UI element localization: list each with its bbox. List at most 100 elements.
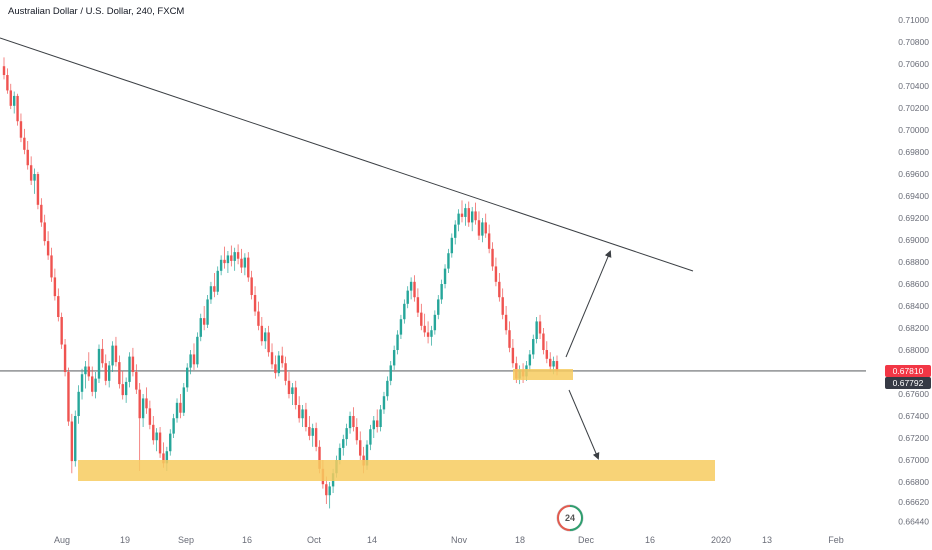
symbol-title[interactable]: Australian Dollar / U.S. Dollar, 240, FX… — [8, 6, 185, 17]
candle-body — [124, 381, 128, 396]
candle-body — [464, 208, 467, 217]
candle-body — [481, 222, 484, 236]
candle-body — [406, 290, 409, 304]
time-axis[interactable]: Aug 19 Sep 16 Oct 14 Nov 18 Dec 16 2020 13 Feb — [54, 535, 844, 545]
candle-body — [460, 213, 464, 217]
candle-body — [9, 90, 12, 106]
candle-body — [165, 451, 169, 464]
time-axis-label: Sep — [178, 535, 194, 545]
time-axis-label: Oct — [307, 535, 322, 545]
time-axis-label: Feb — [828, 535, 844, 545]
candle-body — [511, 347, 515, 364]
candle-body — [189, 354, 192, 368]
candle-body — [74, 416, 77, 462]
candle-body — [399, 319, 403, 335]
candle-body — [145, 398, 148, 409]
candle-body — [158, 432, 162, 454]
candle-body — [267, 332, 270, 353]
candle-body — [379, 409, 382, 428]
candle-body — [545, 350, 549, 359]
price-axis[interactable]: 0.71000 0.70800 0.70600 0.70400 0.70200 0.700… — [898, 15, 929, 527]
candle-body — [26, 149, 29, 166]
candle-body — [128, 356, 131, 382]
price-axis-label: 0.68000 — [898, 345, 929, 355]
descending-trendline[interactable] — [0, 37, 694, 272]
candle-body — [43, 222, 46, 242]
arrow-annotation-down[interactable] — [568, 389, 600, 460]
candle-body — [2, 66, 6, 76]
last-price-label: 0.67810 — [885, 365, 931, 377]
price-axis-label: 0.69400 — [898, 191, 929, 201]
candle-body — [433, 314, 437, 331]
candle-body — [328, 486, 331, 496]
time-axis-label: Aug — [54, 535, 70, 545]
candle-body — [528, 354, 532, 366]
candle-body — [470, 211, 474, 223]
price-axis-label: 0.70400 — [898, 81, 929, 91]
candle-body — [202, 318, 206, 325]
price-axis-label: 0.69000 — [898, 235, 929, 245]
price-axis-label: 0.70800 — [898, 37, 929, 47]
candle-body — [416, 297, 420, 313]
candle-body — [304, 409, 308, 428]
candle-body — [375, 420, 379, 428]
candle-body — [141, 398, 145, 419]
price-axis-label: 0.67200 — [898, 433, 929, 443]
candle-body — [409, 281, 413, 291]
candle-body — [182, 387, 186, 413]
candle-body — [277, 355, 281, 374]
candle-body — [508, 330, 511, 348]
price-axis-label: 0.70600 — [898, 59, 929, 69]
candle-body — [494, 266, 498, 282]
candle-body — [29, 165, 33, 181]
candle-body — [532, 339, 535, 355]
candle-body — [443, 268, 447, 285]
supply-demand-zone-minor-zone[interactable] — [513, 369, 573, 380]
candle-body — [297, 405, 301, 419]
time-axis-label: 19 — [120, 535, 130, 545]
logo-text: 24 — [565, 513, 575, 523]
candle-body — [352, 416, 355, 428]
candle-body — [138, 389, 141, 419]
candle-body — [311, 428, 314, 436]
price-axis-label: 0.67000 — [898, 455, 929, 465]
candle-body — [118, 362, 121, 385]
price-axis-label: 0.69800 — [898, 147, 929, 157]
candle-body — [233, 252, 236, 261]
candle-body — [555, 361, 559, 371]
candle-body — [33, 174, 36, 181]
candle-body — [243, 257, 247, 268]
candle-body — [206, 299, 209, 325]
candle-body — [111, 345, 114, 366]
price-axis-label: 0.67600 — [898, 389, 929, 399]
candle-body — [247, 257, 250, 278]
candle-body — [199, 318, 202, 337]
logo-right-arc — [569, 505, 583, 531]
time-axis-label: 13 — [762, 535, 772, 545]
candle-body — [240, 258, 243, 268]
candle-body — [270, 352, 274, 365]
price-axis-label: 0.69600 — [898, 169, 929, 179]
countdown-price-label: 0.67792 — [885, 377, 931, 389]
candle-body — [155, 432, 158, 441]
candle-body — [389, 365, 392, 381]
candle-body — [53, 277, 57, 297]
candle-body — [19, 121, 23, 138]
candle-body — [552, 361, 555, 367]
candle-body — [538, 321, 542, 334]
supply-demand-zone-major-zone[interactable] — [78, 460, 715, 481]
candle-body — [97, 348, 101, 379]
candle-body — [274, 364, 277, 374]
candle-body — [382, 396, 386, 410]
time-axis-label: Nov — [451, 535, 468, 545]
candle-body — [487, 233, 491, 249]
candle-body — [423, 325, 426, 333]
time-axis-label: 14 — [367, 535, 377, 545]
candle-body — [498, 281, 501, 298]
candle-body — [46, 241, 50, 256]
candle-body — [6, 75, 9, 91]
arrow-annotation-up[interactable] — [565, 250, 612, 358]
time-axis-label: Dec — [578, 535, 595, 545]
price-axis-label: 0.68400 — [898, 301, 929, 311]
